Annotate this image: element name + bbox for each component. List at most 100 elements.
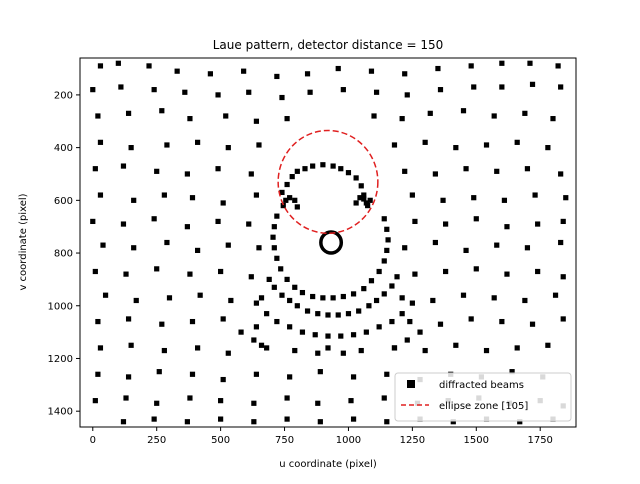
diffracted-beam-point-71 (131, 197, 137, 203)
diffracted-beam-point-3 (174, 68, 180, 74)
diffracted-beam-point-194 (317, 419, 323, 425)
diffracted-beam-point-123 (258, 295, 265, 301)
diffracted-beam-point-278 (238, 329, 244, 335)
diffracted-beam-point-122 (228, 297, 234, 304)
diffracted-beam-point-128 (522, 297, 528, 304)
diffracted-beam-point-262 (389, 283, 395, 289)
ellipse-layer (277, 129, 379, 235)
diffracted-beam-point-277 (409, 300, 415, 306)
diffracted-beam-point-86 (215, 218, 221, 225)
diffracted-beam-point-73 (189, 195, 196, 201)
diffracted-beam-point-54 (453, 145, 459, 151)
diffracted-beam-point-53 (422, 139, 428, 145)
diffracted-beam-point-229 (271, 245, 277, 251)
diffracted-beam-point-129 (552, 292, 559, 298)
diffracted-beam-point-238 (340, 293, 346, 300)
diffracted-beam-point-51 (256, 142, 262, 148)
diffracted-beam-point-152 (422, 347, 428, 354)
diffracted-beam-point-12 (468, 63, 474, 69)
diffracted-beam-point-164 (317, 369, 323, 375)
diffracted-beam-point-61 (184, 171, 190, 177)
diffracted-beam-point-163 (287, 374, 293, 380)
diffracted-beam-point-231 (278, 266, 284, 272)
diffracted-beam-point-138 (468, 316, 474, 322)
diffracted-beam-point-29 (499, 84, 505, 90)
diffracted-beam-point-33 (125, 110, 132, 116)
diffracted-beam-point-109 (187, 271, 193, 277)
diffracted-beam-point-8 (335, 65, 341, 72)
diffracted-beam-point-222 (357, 195, 363, 201)
diffracted-beam-point-93 (560, 218, 566, 225)
diffracted-beam-point-43 (491, 113, 497, 119)
diffracted-beam-point-190 (184, 419, 190, 425)
diffracted-beam-point-120 (166, 295, 173, 301)
diffracted-beam-point-38 (284, 116, 290, 122)
diffracted-beam-point-46 (97, 139, 104, 145)
diffracted-beam-point-234 (299, 289, 306, 296)
x-tick-label-1000: 1000 (336, 435, 361, 446)
diffracted-beam-point-58 (92, 166, 98, 172)
diffracted-beam-point-67 (494, 168, 500, 174)
diffracted-beam-point-281 (315, 350, 321, 356)
diffracted-beam-point-19 (182, 89, 188, 95)
diffracted-beam-point-226 (274, 213, 280, 219)
diffracted-beam-point-75 (253, 192, 260, 198)
diffracted-beam-point-112 (412, 271, 418, 277)
diffracted-beam-point-196 (384, 419, 390, 425)
diffracted-beam-point-103 (494, 242, 500, 248)
diffracted-beam-point-15 (555, 63, 561, 69)
diffracted-beam-point-55 (483, 142, 490, 148)
diffracted-beam-point-191 (218, 416, 224, 422)
diffracted-beam-point-136 (407, 318, 413, 325)
y-tick-label-400: 400 (54, 143, 73, 154)
diffracted-beam-point-27 (437, 87, 444, 93)
diffracted-beam-point-193 (284, 416, 290, 422)
diffracted-beam-point-132 (159, 321, 165, 327)
x-tick-label-250: 250 (147, 435, 166, 446)
diffracted-beam-point-177 (251, 400, 257, 406)
diffracted-beam-point-7 (304, 71, 311, 77)
diffracted-beam-point-255 (325, 312, 331, 318)
diffracted-beam-point-250 (279, 292, 285, 298)
diffracted-beam-point-208 (320, 162, 326, 168)
diffracted-beam-point-212 (353, 175, 359, 181)
diffracted-beam-point-23 (307, 89, 313, 95)
diffracted-beam-point-221 (353, 200, 359, 206)
diffracted-beam-point-127 (491, 295, 497, 301)
diffracted-beam-point-110 (218, 268, 224, 275)
diffracted-beam-point-17 (118, 84, 124, 90)
diffracted-beam-point-100 (402, 245, 408, 251)
diffracted-beam-point-158 (125, 374, 132, 380)
diffracted-beam-point-282 (340, 350, 346, 356)
diffracted-beam-point-13 (499, 60, 505, 66)
diffracted-beam-point-69 (558, 171, 564, 177)
diffracted-beam-point-214 (361, 192, 367, 198)
ellipse-zone-curve (277, 129, 379, 235)
diffracted-beam-point-235 (310, 293, 316, 300)
diffracted-beam-point-154 (483, 347, 490, 354)
diffracted-beam-point-72 (161, 192, 167, 198)
diffracted-beam-point-139 (499, 318, 505, 325)
diffracted-beam-point-83 (120, 221, 127, 227)
diffracted-beam-point-215 (363, 200, 369, 206)
diffracted-beam-point-188 (120, 419, 127, 425)
diffracted-beam-point-205 (294, 168, 300, 174)
diffracted-beam-point-117 (560, 274, 566, 280)
diffracted-beam-point-178 (284, 395, 290, 401)
diffracted-beam-point-97 (195, 247, 201, 254)
diffracted-beam-point-99 (256, 245, 262, 251)
diffracted-beam-point-144 (161, 347, 167, 354)
diffracted-beam-point-16 (90, 87, 96, 93)
diffracted-beam-point-192 (251, 419, 257, 425)
diffracted-beam-point-48 (164, 142, 170, 148)
diffracted-beam-point-101 (432, 239, 438, 246)
diffracted-beam-point-265 (264, 311, 270, 317)
diffracted-beam-point-135 (253, 324, 260, 330)
diffracted-beam-point-105 (558, 239, 564, 246)
diffracted-beam-point-74 (220, 200, 226, 206)
diffracted-beam-point-172 (92, 398, 98, 404)
diffracted-beam-point-220 (294, 204, 300, 210)
diffracted-beam-point-14 (527, 60, 533, 66)
diffracted-beam-point-233 (292, 284, 298, 290)
